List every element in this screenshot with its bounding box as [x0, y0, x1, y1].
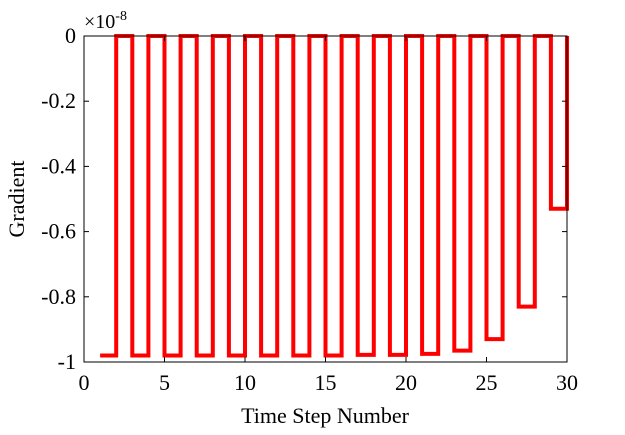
y-tick-label: -0.6	[41, 219, 76, 244]
y-tick-label: -0.4	[41, 153, 76, 178]
x-tick-label: 20	[395, 370, 417, 395]
x-tick-labels: 0 5 10 15 20 25 30	[79, 370, 579, 395]
tick-marks	[83, 35, 568, 363]
plot-area	[100, 34, 569, 358]
y-axis-label: Gradient	[4, 161, 29, 238]
series-line-0	[100, 34, 569, 358]
y-tick-label: -0.8	[41, 284, 76, 309]
y-tick-label: 0	[65, 23, 76, 48]
x-axis-label: Time Step Number	[241, 403, 410, 428]
x-tick-label: 0	[79, 370, 90, 395]
exponent-label: ×10-8	[84, 9, 127, 33]
y-tick-labels: 0 -0.2 -0.4 -0.6 -0.8 -1	[41, 23, 76, 374]
y-tick-label: -1	[58, 349, 76, 374]
x-tick-label: 25	[476, 370, 498, 395]
x-tick-label: 10	[234, 370, 256, 395]
exponent-base: ×10	[84, 11, 115, 33]
y-tick-label: -0.2	[41, 88, 76, 113]
x-tick-label: 5	[159, 370, 170, 395]
x-tick-label: 30	[556, 370, 578, 395]
x-tick-label: 15	[315, 370, 337, 395]
exponent-power: -8	[115, 9, 127, 24]
